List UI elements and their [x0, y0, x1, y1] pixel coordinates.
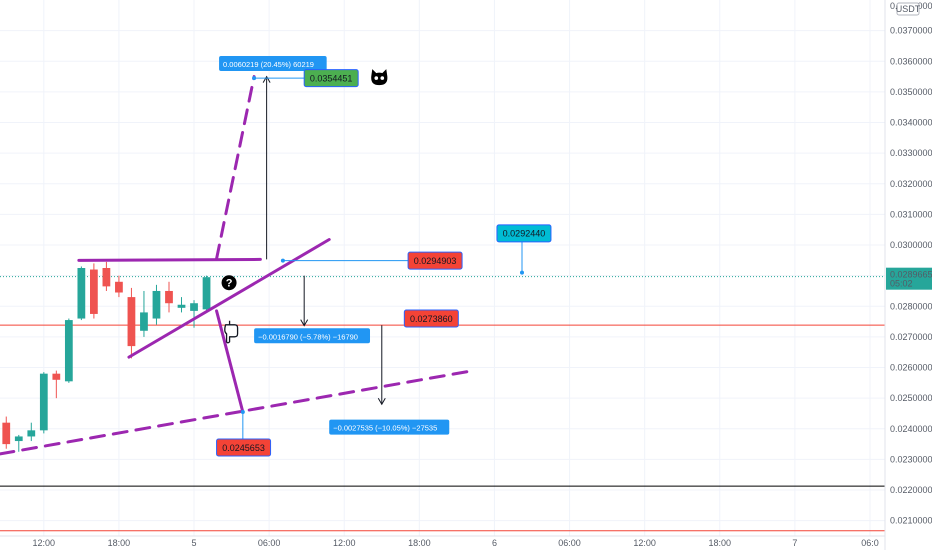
y-axis-tick-label: 0.0240000 [890, 424, 932, 434]
y-axis-tick-label: 0.0330000 [890, 148, 932, 158]
current-price-tag [886, 267, 932, 290]
trend-line [215, 309, 245, 414]
x-axis-tick-label: 5 [192, 538, 197, 548]
y-axis-tick-label: 0.0350000 [890, 87, 932, 97]
candle-body [52, 373, 61, 380]
y-axis-tick-label: 0.0250000 [890, 393, 932, 403]
y-axis-tick-label: 0.0220000 [890, 485, 932, 495]
candle-body [127, 297, 136, 347]
question-icon: ? [221, 275, 237, 291]
candle-body [165, 290, 173, 304]
candle-body [202, 277, 211, 310]
y-axis-tick-label: 0.0340000 [890, 118, 932, 128]
y-axis-tick-label: 0.0310000 [890, 209, 932, 219]
measure-callout-label: −0.0016790 (−5.78%) −16790 [258, 332, 358, 341]
price-label-box [216, 438, 272, 457]
trend-line [77, 257, 262, 262]
measure-arrows: 0.0060219 (20.45%) 60219 −0.0016790 (−5.7… [219, 56, 450, 435]
hand-icon-shape [224, 320, 239, 344]
price-label-box [407, 251, 463, 270]
time-axis[interactable]: 12:00 18:00 5 06:00 12:00 18:00 6 06:00 12:00 18:… [0, 535, 885, 548]
y-axis-tick-label: 0.0280000 [890, 301, 932, 311]
measure-callout-box [219, 56, 327, 72]
trend-lines [0, 75, 475, 456]
price-label-anchor [252, 76, 257, 81]
x-axis-tick-label: 12:00 [33, 538, 56, 548]
candle-body [77, 268, 86, 319]
candle-body [140, 312, 148, 331]
x-axis-tick-label: 06:0 [861, 538, 879, 548]
price-label-box [496, 224, 552, 243]
measure-arrow-head [262, 75, 271, 83]
price-label-anchor [519, 270, 524, 275]
hand-icon [224, 320, 239, 344]
candle-body [64, 320, 73, 382]
candle-body [177, 304, 186, 308]
x-axis-tick-label: 06:00 [258, 538, 281, 548]
x-axis-tick-label: 18:00 [709, 538, 732, 548]
current-price-value: 0.0289665 [890, 270, 932, 280]
current-price-countdown: 05:02 [890, 279, 913, 289]
candle-body [14, 436, 23, 442]
price-label-text: 0.0294903 [414, 256, 457, 266]
currency-label: USDT [896, 4, 921, 14]
x-axis-tick-label: 18:00 [108, 538, 131, 548]
candle-body [102, 268, 111, 287]
y-axis-tick-label: 0.0360000 [890, 56, 932, 66]
candle-body [152, 290, 161, 319]
measure-arrow-head [300, 319, 309, 327]
price-label-box [403, 309, 459, 328]
price-label-text: 0.0245653 [222, 443, 265, 453]
candle-body [27, 430, 36, 437]
measure-callout-label: 0.0060219 (20.45%) 60219 [223, 60, 314, 69]
price-axis[interactable]: 0.0380000USDT0.03700000.03600000.0350000… [884, 0, 932, 550]
question-icon-glyph: ? [226, 278, 233, 290]
measure-callout-label: −0.0027535 (−10.05%) −27535 [333, 424, 437, 433]
x-axis-tick-label: 7 [792, 538, 797, 548]
currency-badge [896, 2, 920, 16]
candle-body [90, 269, 98, 314]
question-icon-circle [221, 275, 237, 291]
cat-icon-eye [380, 76, 385, 80]
candle-body [115, 281, 123, 293]
y-axis-tick-label: 0.0210000 [890, 516, 932, 526]
x-axis-tick-label: 12:00 [333, 538, 356, 548]
candle-body [39, 373, 48, 431]
trend-line [127, 238, 331, 359]
price-label-anchor [240, 409, 245, 414]
measure-callout-box [329, 419, 450, 435]
candle-body [2, 422, 11, 445]
price-label-text: 0.0273860 [410, 314, 453, 324]
icons: ? [221, 69, 388, 344]
y-axis-tick-label: 0.0270000 [890, 332, 932, 342]
candle-body [190, 303, 198, 311]
cat-icon-eye [374, 76, 379, 80]
cat-icon [371, 69, 388, 86]
y-axis-tick-label: 0.0300000 [890, 240, 932, 250]
price-label-text: 0.0354451 [310, 73, 353, 83]
y-axis-tick-label: 0.0320000 [890, 179, 932, 189]
price-label-box [303, 69, 359, 88]
y-axis-tick-label: 0.0370000 [890, 26, 932, 36]
x-axis-tick-label: 12:00 [633, 538, 656, 548]
price-labels: 0.0354451 0.0294903 0.0273860 0.0292440 0.02… [216, 69, 552, 457]
measure-arrow-head [377, 398, 386, 406]
x-axis-tick-label: 18:00 [408, 538, 431, 548]
price-label-anchor [280, 258, 285, 263]
dashed-trend-line [0, 369, 475, 456]
price-label-text: 0.0292440 [503, 229, 546, 239]
candles [2, 261, 211, 452]
x-axis-tick-label: 6 [492, 538, 497, 548]
x-axis-tick-label: 06:00 [558, 538, 581, 548]
y-axis-tick-label: 0.0260000 [890, 363, 932, 373]
cat-icon-head [371, 69, 388, 86]
dashed-trend-line [215, 75, 256, 261]
measure-callout-box [254, 328, 371, 344]
y-axis-tick-label: 0.0230000 [890, 454, 932, 464]
